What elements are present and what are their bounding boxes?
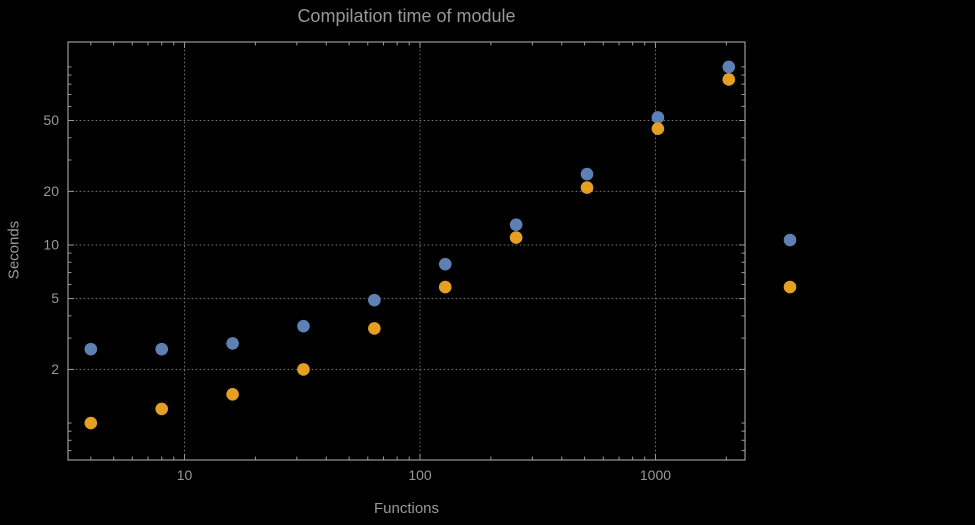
- x-axis-label: Functions: [373, 500, 440, 517]
- data-point-series-orange: [84, 416, 98, 430]
- data-point-series-orange: [509, 231, 523, 244]
- legend-marker: [783, 280, 797, 294]
- data-point-series-orange: [722, 73, 736, 86]
- data-point-series-orange: [438, 280, 452, 294]
- x-tick-label: 10: [177, 467, 193, 483]
- data-point-series-orange: [226, 387, 239, 401]
- y-tick-label: 5: [51, 290, 59, 306]
- y-axis-label: Seconds: [5, 220, 23, 280]
- y-tick-label: 20: [43, 183, 59, 199]
- data-point-series-blue: [509, 218, 523, 231]
- data-point-series-blue: [651, 111, 665, 124]
- data-point-series-blue: [155, 342, 169, 356]
- data-point-series-blue: [84, 342, 98, 356]
- chart-title: Compilation time of module: [297, 6, 516, 26]
- data-point-series-blue: [580, 167, 594, 181]
- y-tick-label: 50: [43, 112, 59, 128]
- data-point-series-orange: [368, 322, 381, 335]
- y-tick-label: 2: [51, 361, 59, 377]
- data-point-series-orange: [155, 402, 169, 416]
- data-point-series-blue: [438, 257, 452, 271]
- x-tick-label: 1000: [640, 467, 671, 483]
- plot-frame: [67, 41, 746, 461]
- data-point-series-blue: [722, 60, 736, 74]
- data-point-series-orange: [580, 181, 594, 194]
- data-point-series-orange: [297, 363, 310, 376]
- legend-marker: [783, 233, 797, 247]
- data-point-series-blue: [297, 319, 310, 333]
- y-tick-label: 10: [43, 236, 59, 252]
- data-point-series-orange: [651, 122, 665, 135]
- data-point-series-blue: [368, 293, 381, 307]
- data-point-series-blue: [226, 337, 239, 350]
- x-tick-label: 100: [408, 467, 432, 483]
